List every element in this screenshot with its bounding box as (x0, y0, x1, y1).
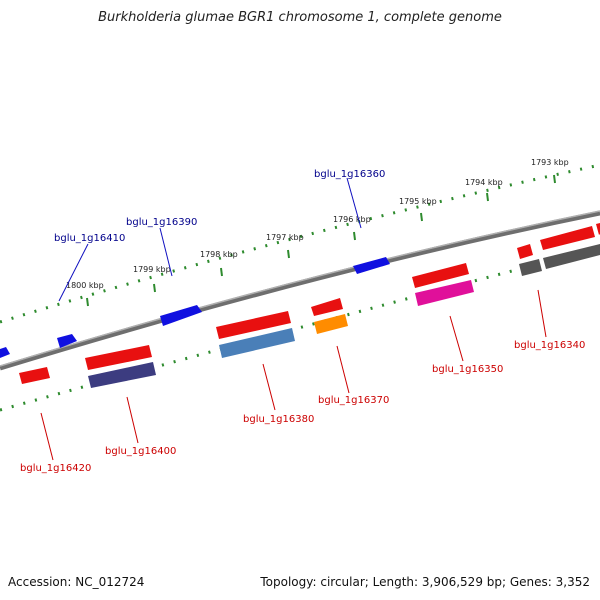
tick-label: 1798 kbp (200, 250, 238, 259)
gene-feature[interactable] (596, 223, 600, 235)
gene-label[interactable]: bglu_1g16390 (126, 217, 197, 228)
genome-summary: Topology: circular; Length: 3,906,529 bp… (260, 575, 590, 589)
tick-label: 1793 kbp (531, 158, 569, 167)
gene-feature[interactable] (415, 280, 474, 306)
gene-feature[interactable] (85, 345, 152, 370)
gene-label[interactable]: bglu_1g16350 (432, 364, 503, 375)
gene-label[interactable]: bglu_1g16400 (105, 446, 176, 457)
gene-label[interactable]: bglu_1g16370 (318, 395, 389, 406)
gene-feature[interactable] (311, 298, 343, 316)
gene-feature[interactable] (219, 328, 295, 358)
gene-feature[interactable] (543, 244, 600, 269)
tick-label: 1795 kbp (399, 197, 437, 206)
gene-feature[interactable] (160, 305, 202, 326)
gene-feature[interactable] (88, 362, 156, 388)
lower-ruler (0, 246, 600, 412)
gene-feature[interactable] (216, 311, 291, 339)
reverse-genes (19, 223, 600, 388)
gene-feature[interactable] (412, 263, 469, 288)
gene-label[interactable]: bglu_1g16410 (54, 233, 125, 244)
chromosome-backbone (0, 210, 600, 371)
accession-text: Accession: NC_012724 (8, 575, 145, 589)
gene-feature[interactable] (519, 259, 542, 276)
gene-feature[interactable] (314, 314, 348, 334)
forward-genes (0, 257, 390, 358)
tick-label: 1800 kbp (66, 281, 104, 290)
tick-label: 1794 kbp (465, 178, 503, 187)
gene-feature[interactable] (517, 244, 533, 259)
gene-feature[interactable] (353, 257, 390, 274)
gene-feature[interactable] (0, 347, 10, 358)
gene-label[interactable]: bglu_1g16340 (514, 340, 585, 351)
tick-label: 1796 kbp (333, 215, 371, 224)
map-title: Burkholderia glumae BGR1 chromosome 1, c… (98, 10, 502, 25)
label-leaders (40, 177, 547, 461)
gene-feature[interactable] (540, 226, 595, 250)
chromosome-backbone-highlight (0, 210, 600, 367)
gene-label[interactable]: bglu_1g16380 (243, 414, 314, 425)
major-ticks (86, 174, 556, 307)
gene-label[interactable]: bglu_1g16360 (314, 169, 385, 180)
gene-feature[interactable] (19, 367, 50, 384)
tick-label: 1797 kbp (266, 233, 304, 242)
tick-label: 1799 kbp (133, 265, 171, 274)
gene-feature[interactable] (57, 334, 77, 348)
gene-label[interactable]: bglu_1g16420 (20, 463, 91, 474)
